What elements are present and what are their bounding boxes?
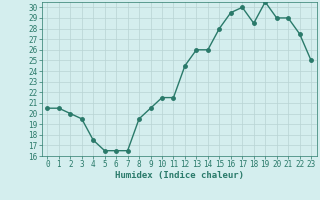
- X-axis label: Humidex (Indice chaleur): Humidex (Indice chaleur): [115, 171, 244, 180]
